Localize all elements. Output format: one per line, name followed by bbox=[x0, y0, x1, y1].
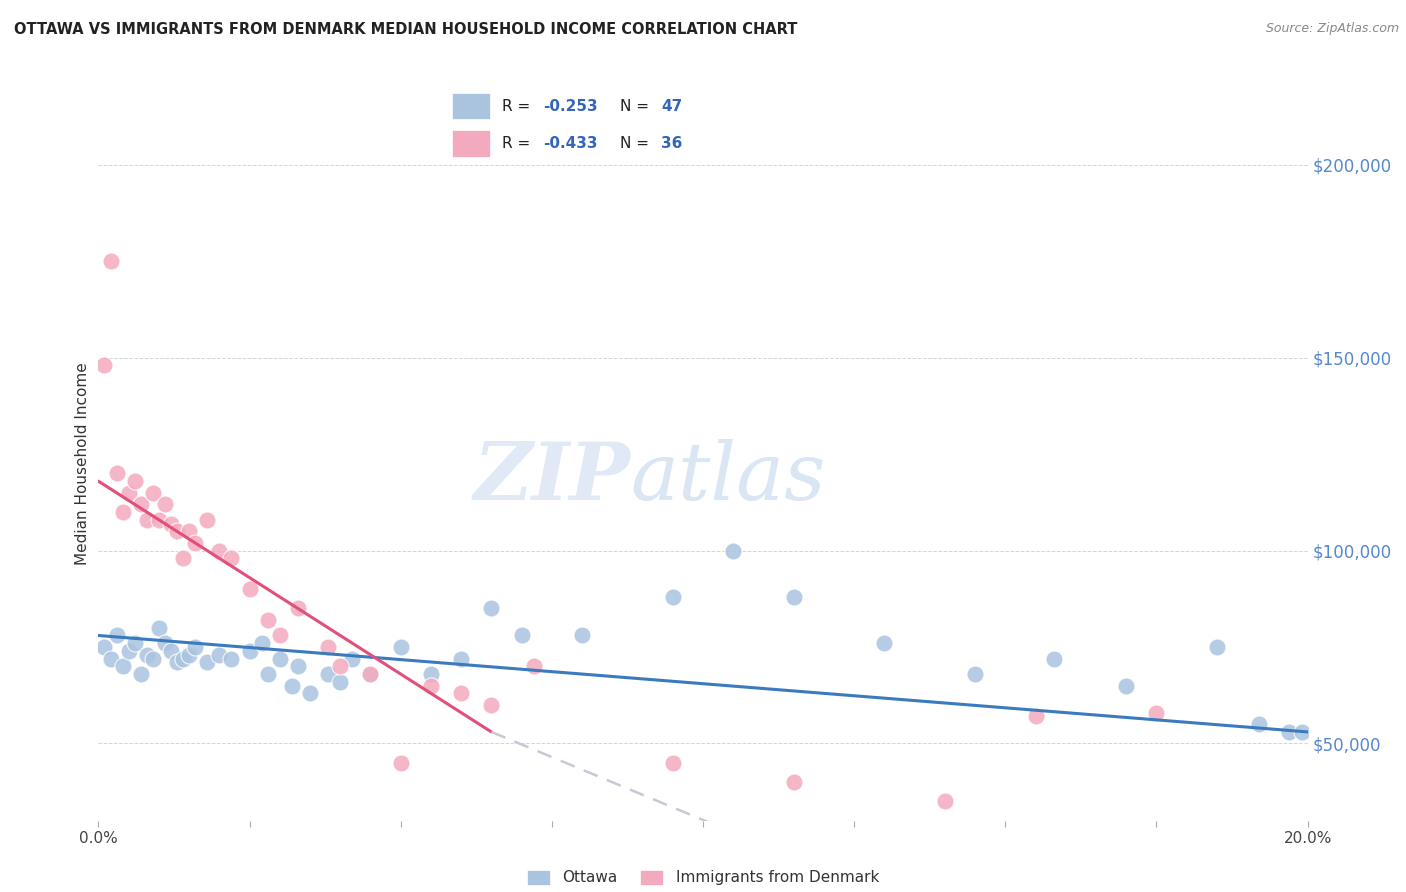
Point bbox=[160, 516, 183, 531]
Point bbox=[250, 636, 273, 650]
Point bbox=[1291, 725, 1313, 739]
Point bbox=[1144, 706, 1167, 720]
Point bbox=[571, 628, 593, 642]
Point bbox=[184, 536, 207, 550]
Point bbox=[93, 359, 115, 373]
Point bbox=[153, 636, 176, 650]
Point bbox=[124, 636, 146, 650]
Y-axis label: Median Household Income: Median Household Income bbox=[75, 362, 90, 566]
Point bbox=[783, 775, 806, 789]
Text: Source: ZipAtlas.com: Source: ZipAtlas.com bbox=[1265, 22, 1399, 36]
Point bbox=[316, 640, 339, 654]
Point bbox=[93, 640, 115, 654]
Text: N =: N = bbox=[620, 98, 654, 113]
Point bbox=[287, 659, 309, 673]
Point bbox=[135, 513, 157, 527]
FancyBboxPatch shape bbox=[451, 130, 491, 157]
Point bbox=[142, 651, 165, 665]
Point bbox=[360, 667, 382, 681]
Point bbox=[221, 651, 243, 665]
Text: R =: R = bbox=[502, 136, 536, 152]
Point bbox=[166, 524, 188, 539]
Point bbox=[481, 601, 503, 615]
Point bbox=[179, 524, 201, 539]
Text: N =: N = bbox=[620, 136, 654, 152]
Point bbox=[135, 648, 157, 662]
Point bbox=[510, 628, 533, 642]
Text: atlas: atlas bbox=[630, 440, 825, 516]
Point bbox=[1042, 651, 1064, 665]
Point bbox=[450, 651, 472, 665]
Point bbox=[148, 513, 170, 527]
Point bbox=[100, 254, 122, 268]
Point bbox=[965, 667, 987, 681]
Point bbox=[269, 628, 291, 642]
Text: OTTAWA VS IMMIGRANTS FROM DENMARK MEDIAN HOUSEHOLD INCOME CORRELATION CHART: OTTAWA VS IMMIGRANTS FROM DENMARK MEDIAN… bbox=[14, 22, 797, 37]
Point bbox=[142, 485, 165, 500]
Point bbox=[723, 543, 745, 558]
Text: ZIP: ZIP bbox=[474, 440, 630, 516]
Point bbox=[118, 644, 141, 658]
Text: 36: 36 bbox=[661, 136, 683, 152]
Point bbox=[420, 667, 443, 681]
Point bbox=[179, 648, 201, 662]
Point bbox=[153, 497, 176, 511]
Point bbox=[662, 756, 685, 770]
Text: -0.433: -0.433 bbox=[543, 136, 598, 152]
Point bbox=[523, 659, 546, 673]
Point bbox=[256, 613, 278, 627]
Point bbox=[148, 621, 170, 635]
Point bbox=[1115, 679, 1137, 693]
Point bbox=[1024, 709, 1046, 723]
Point bbox=[129, 497, 152, 511]
Point bbox=[256, 667, 278, 681]
Point bbox=[105, 467, 128, 481]
Point bbox=[1278, 725, 1301, 739]
Text: -0.253: -0.253 bbox=[543, 98, 598, 113]
Point bbox=[481, 698, 503, 712]
Point bbox=[934, 794, 956, 808]
Legend: Ottawa, Immigrants from Denmark: Ottawa, Immigrants from Denmark bbox=[522, 863, 884, 891]
Point bbox=[287, 601, 309, 615]
Point bbox=[184, 640, 207, 654]
Point bbox=[100, 651, 122, 665]
Point bbox=[329, 674, 352, 689]
Point bbox=[389, 756, 412, 770]
Point bbox=[389, 640, 412, 654]
Point bbox=[195, 513, 218, 527]
Point bbox=[239, 644, 262, 658]
Point bbox=[129, 667, 152, 681]
Point bbox=[299, 686, 322, 700]
Point bbox=[221, 551, 243, 566]
Point bbox=[111, 659, 134, 673]
Point bbox=[118, 485, 141, 500]
FancyBboxPatch shape bbox=[451, 93, 491, 120]
Point bbox=[124, 474, 146, 488]
Point bbox=[239, 582, 262, 597]
Point bbox=[873, 636, 896, 650]
Point bbox=[1249, 717, 1271, 731]
Point bbox=[105, 628, 128, 642]
Point bbox=[208, 648, 231, 662]
Point bbox=[166, 656, 188, 670]
Point bbox=[208, 543, 231, 558]
Point bbox=[450, 686, 472, 700]
Point bbox=[783, 590, 806, 604]
Point bbox=[111, 505, 134, 519]
Point bbox=[329, 659, 352, 673]
Point bbox=[269, 651, 291, 665]
Point bbox=[342, 651, 364, 665]
Point bbox=[172, 551, 194, 566]
Point bbox=[172, 651, 194, 665]
Point bbox=[281, 679, 304, 693]
Point bbox=[662, 590, 685, 604]
Point bbox=[360, 667, 382, 681]
Point bbox=[420, 679, 443, 693]
Point bbox=[160, 644, 183, 658]
Text: R =: R = bbox=[502, 98, 536, 113]
Point bbox=[195, 656, 218, 670]
Point bbox=[1206, 640, 1229, 654]
Point bbox=[316, 667, 339, 681]
Text: 47: 47 bbox=[661, 98, 683, 113]
